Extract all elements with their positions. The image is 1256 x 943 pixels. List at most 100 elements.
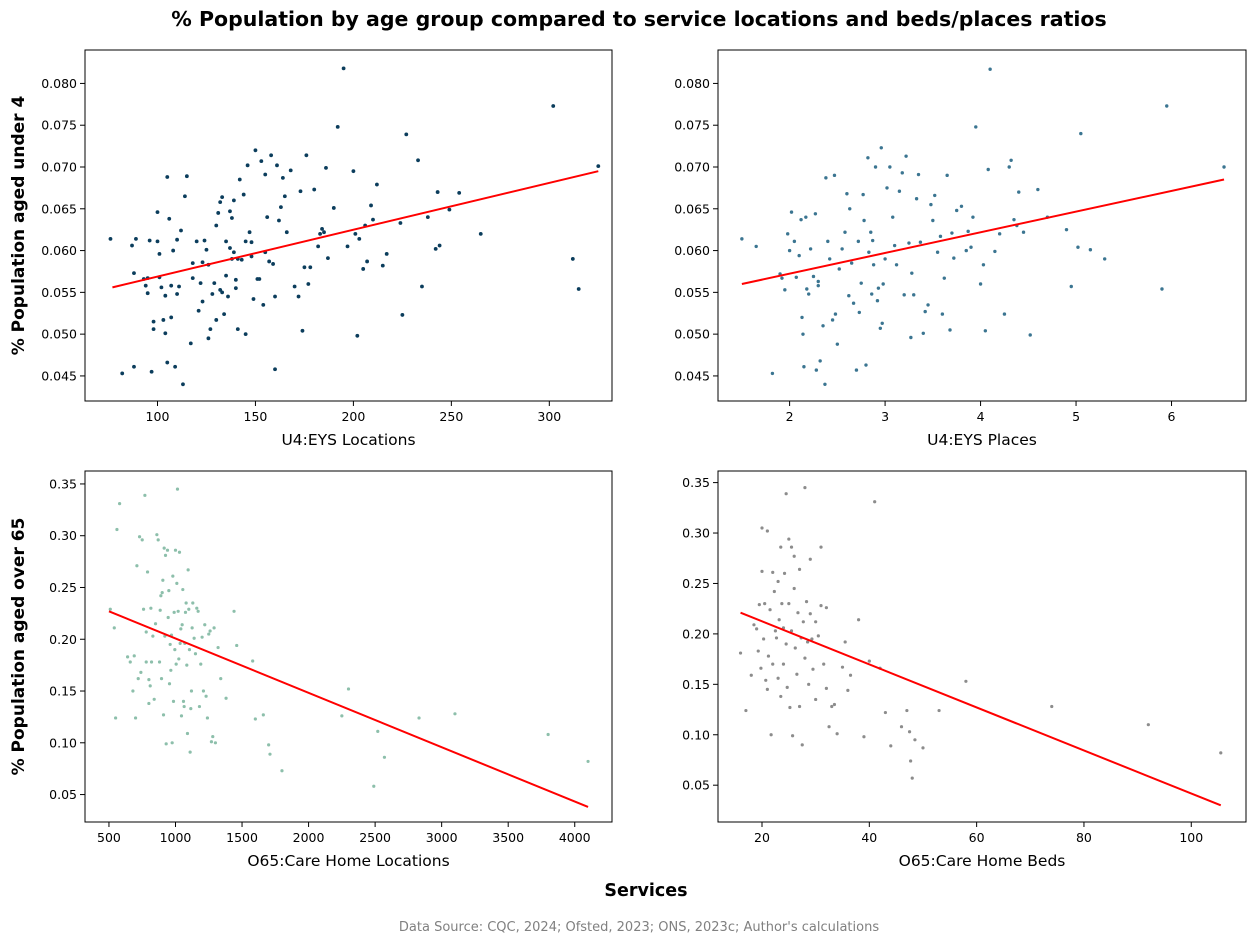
data-point [824, 606, 828, 610]
panel-under4-places: 2 3 4 5 6 0.045 0.050 0.055 0.060 0.065 0.070 0.075… [674, 49, 1247, 449]
data-point [355, 333, 360, 338]
data-point [923, 309, 927, 314]
data-point [261, 713, 265, 717]
data-point [151, 634, 155, 638]
data-point [174, 662, 178, 666]
data-point [108, 607, 112, 611]
data-point [131, 689, 135, 693]
data-point [304, 153, 309, 158]
data-point [1012, 217, 1016, 222]
y-tick-label: 0.25 [682, 576, 710, 591]
data-point [186, 568, 190, 572]
data-point [1076, 245, 1080, 249]
data-point [988, 67, 992, 71]
data-point [586, 759, 590, 764]
data-point [331, 206, 336, 210]
y-tick-label: 0.25 [49, 580, 77, 595]
data-point [878, 326, 883, 330]
data-point [869, 230, 873, 234]
data-point [795, 672, 799, 676]
data-point [749, 673, 753, 677]
data-point [793, 646, 797, 650]
data-point [789, 545, 794, 549]
data-point [596, 164, 601, 169]
data-point [457, 191, 462, 195]
data-point [760, 526, 764, 530]
data-point [357, 236, 362, 241]
data-point [181, 382, 185, 387]
data-point [787, 248, 792, 253]
data-point [171, 699, 176, 703]
data-point [353, 231, 358, 236]
data-point [149, 369, 154, 374]
data-point [912, 293, 916, 297]
data-point [188, 341, 193, 346]
data-point [200, 635, 204, 639]
data-point [251, 297, 256, 301]
data-point [783, 288, 787, 292]
data-point [1219, 751, 1223, 755]
data-point [141, 607, 146, 611]
data-point [149, 606, 153, 610]
source-note: Data Source: CQC, 2024; Ofsted, 2023; ON… [399, 920, 879, 935]
data-point [740, 237, 744, 241]
data-point [790, 734, 795, 738]
data-point [189, 689, 194, 693]
data-point [196, 609, 200, 613]
data-point [212, 281, 217, 286]
data-point [322, 230, 326, 235]
data-point [971, 215, 975, 219]
x-axis-label: O65:Care Home Locations [247, 852, 449, 870]
data-point [231, 198, 236, 203]
data-point [197, 704, 202, 709]
data-point [425, 215, 430, 220]
data-point [157, 252, 162, 256]
data-point [801, 620, 805, 624]
data-point [824, 176, 828, 180]
data-point [153, 622, 158, 626]
data-point [819, 604, 823, 608]
data-point [843, 230, 847, 234]
data-point [800, 315, 804, 320]
data-point [376, 729, 380, 734]
data-point [205, 716, 210, 720]
data-point [159, 677, 164, 681]
data-point [818, 359, 822, 363]
data-point [806, 640, 810, 644]
data-point [335, 124, 340, 129]
y-tick-label: 0.35 [49, 476, 77, 491]
data-point [981, 263, 986, 267]
y-tick-label: 0.10 [682, 727, 710, 742]
data-point [840, 665, 845, 669]
data-point [187, 607, 191, 611]
y-tick-label: 0.15 [49, 684, 77, 699]
data-point [224, 239, 228, 244]
data-point [292, 284, 297, 289]
data-point [179, 228, 183, 233]
data-point [861, 192, 865, 197]
data-point [179, 714, 184, 718]
data-point [189, 707, 193, 711]
data-point [420, 284, 424, 289]
data-point [169, 283, 174, 288]
data-point [993, 249, 997, 254]
data-point [198, 281, 203, 286]
data-point [875, 299, 880, 303]
data-point [118, 502, 122, 506]
data-point [135, 564, 139, 568]
data-point [177, 550, 182, 554]
data-point [935, 250, 940, 254]
data-point [147, 678, 151, 682]
data-point [914, 197, 919, 201]
data-point [214, 223, 219, 228]
data-point [130, 243, 134, 248]
data-point [776, 676, 780, 680]
data-point [879, 146, 883, 150]
x-tick-label: 4000 [559, 830, 591, 845]
data-point [165, 360, 170, 365]
data-point [196, 308, 201, 313]
data-point [756, 649, 760, 653]
data-point [173, 648, 177, 652]
data-point [191, 601, 195, 605]
data-point [1002, 312, 1007, 316]
